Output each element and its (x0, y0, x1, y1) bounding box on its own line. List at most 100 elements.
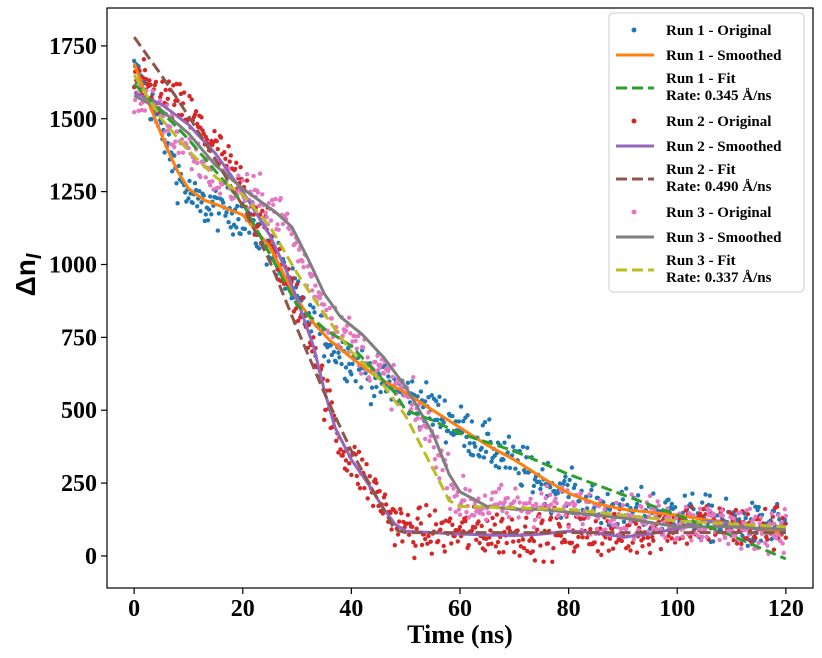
data-point (580, 535, 585, 540)
data-point (722, 535, 728, 540)
data-point (770, 533, 775, 538)
data-point (373, 477, 378, 482)
data-point (378, 389, 383, 395)
data-point (313, 283, 318, 288)
data-point (290, 276, 295, 281)
data-point (427, 438, 432, 444)
data-point (739, 546, 744, 551)
data-point (442, 549, 447, 554)
data-point (323, 407, 328, 413)
data-point (538, 486, 543, 492)
series-line (133, 94, 786, 532)
data-point (362, 485, 367, 491)
data-point (418, 389, 424, 394)
data-point (610, 546, 616, 551)
data-point (390, 374, 395, 380)
data-point (580, 522, 585, 527)
data-point (343, 458, 349, 463)
data-point (350, 361, 355, 367)
data-point (361, 345, 366, 350)
data-point (311, 305, 316, 310)
data-point (224, 210, 229, 215)
data-point (502, 500, 507, 505)
data-point (276, 227, 281, 232)
data-point (400, 539, 405, 544)
data-point (349, 372, 354, 377)
data-point (765, 537, 770, 542)
data-point (765, 543, 770, 548)
data-point (418, 425, 424, 430)
data-point (525, 548, 530, 554)
data-point (775, 504, 780, 509)
data-point (480, 511, 485, 517)
data-point (199, 200, 204, 205)
data-point (597, 526, 603, 531)
data-point (533, 501, 539, 507)
y-tick-label: 750 (61, 325, 97, 351)
data-point (494, 512, 500, 517)
data-point (539, 491, 544, 496)
data-point (550, 559, 555, 564)
data-point (756, 540, 761, 545)
data-point (215, 228, 220, 233)
data-point (651, 538, 656, 543)
data-point (680, 534, 685, 539)
data-point (339, 361, 344, 367)
data-point (347, 315, 352, 320)
data-point (397, 519, 402, 524)
data-point (780, 541, 785, 546)
data-point (424, 503, 429, 508)
data-point (365, 496, 370, 501)
data-point (215, 146, 220, 152)
data-point (426, 410, 431, 415)
data-point (221, 200, 226, 205)
data-point (752, 546, 757, 552)
data-point (744, 508, 749, 513)
data-point (266, 201, 271, 206)
data-point (427, 513, 432, 518)
data-point (627, 513, 632, 518)
data-point (461, 419, 466, 424)
data-point (614, 500, 619, 505)
data-point (482, 548, 488, 553)
data-point (370, 503, 376, 509)
data-point (505, 450, 510, 455)
data-point (506, 525, 512, 530)
data-point (504, 510, 509, 516)
data-point (563, 539, 568, 545)
data-point (704, 534, 709, 540)
data-point (493, 544, 498, 549)
data-point (430, 422, 435, 427)
data-point (645, 535, 651, 540)
data-point (499, 482, 504, 488)
data-point (779, 520, 784, 525)
data-point (586, 515, 591, 520)
data-point (383, 502, 389, 507)
data-point (328, 343, 333, 348)
data-point (355, 481, 361, 487)
data-point (587, 492, 592, 497)
legend-label: Rate: 0.490 Å/ns (666, 179, 772, 195)
data-point (203, 212, 208, 217)
data-point (423, 399, 428, 404)
data-point (530, 490, 535, 495)
data-point (520, 537, 526, 542)
data-point (599, 520, 604, 526)
data-point (707, 508, 712, 513)
data-point (238, 231, 243, 237)
data-point (512, 499, 517, 504)
data-point (477, 454, 482, 459)
data-point (324, 307, 329, 313)
data-point (620, 503, 626, 508)
data-point (353, 338, 358, 344)
data-point (281, 281, 287, 286)
data-point (417, 505, 422, 510)
data-point (236, 173, 241, 178)
data-point (399, 511, 404, 516)
data-point (474, 537, 479, 542)
data-point (391, 362, 396, 368)
data-point (506, 515, 512, 520)
data-point (482, 493, 488, 498)
data-point (227, 159, 232, 164)
data-point (597, 498, 603, 503)
